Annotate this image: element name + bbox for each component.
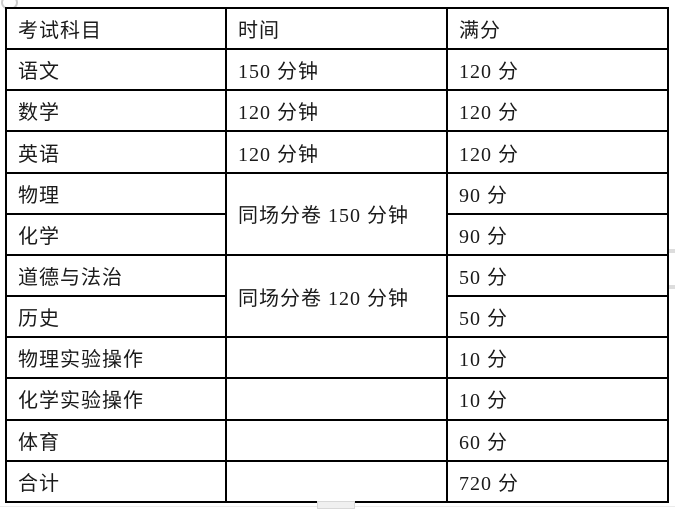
header-time: 时间: [225, 6, 448, 51]
time-cell: [225, 377, 448, 421]
score-cell: 90 分: [446, 212, 669, 256]
score-cell: 120 分: [446, 89, 669, 133]
time-cell: [225, 418, 448, 462]
subject-cell: 合计: [5, 459, 227, 504]
time-cell: [225, 459, 448, 504]
score-cell: 10 分: [446, 377, 669, 421]
subject-cell: 物理: [5, 171, 227, 215]
horizontal-scrollbar-thumb[interactable]: [317, 501, 355, 509]
merged-time-cell: 同场分卷 120 分钟: [225, 253, 448, 339]
right-edge-artifact: [669, 285, 675, 289]
table-row: 化学 90 分: [5, 212, 669, 256]
header-row: 考试科目 时间 满分: [5, 6, 669, 51]
table-row: 合计 720 分: [5, 459, 669, 504]
exam-table: 考试科目 时间 满分 语文 150 分钟 120 分 数学 120 分钟 120…: [5, 6, 669, 504]
table-row: 物理 同场分卷 150 分钟 90 分: [5, 171, 669, 256]
subject-cell: 历史: [5, 295, 227, 339]
right-edge-artifact: [669, 249, 675, 253]
score-cell: 120 分: [446, 130, 669, 174]
header-subject: 考试科目: [5, 6, 227, 51]
table-row: 数学 120 分钟 120 分: [5, 89, 669, 133]
merged-time-cell: 同场分卷 150 分钟: [225, 171, 448, 256]
time-cell: 120 分钟: [225, 89, 448, 133]
table-row: 语文 150 分钟 120 分: [5, 48, 669, 92]
subject-cell: 语文: [5, 48, 227, 92]
score-cell: 720 分: [446, 459, 669, 504]
score-cell: 90 分: [446, 171, 669, 215]
header-score: 满分: [446, 6, 669, 51]
time-cell: [225, 336, 448, 380]
subject-cell: 道德与法治: [5, 253, 227, 298]
subject-cell: 化学: [5, 212, 227, 256]
table-row: 化学实验操作 10 分: [5, 377, 669, 421]
subject-cell: 体育: [5, 418, 227, 462]
score-cell: 50 分: [446, 295, 669, 339]
score-cell: 10 分: [446, 336, 669, 380]
score-cell: 120 分: [446, 48, 669, 92]
subject-cell: 化学实验操作: [5, 377, 227, 421]
subject-cell: 数学: [5, 89, 227, 133]
score-cell: 50 分: [446, 253, 669, 298]
time-cell: 120 分钟: [225, 130, 448, 174]
score-cell: 60 分: [446, 418, 669, 462]
table-row: 体育 60 分: [5, 418, 669, 462]
table-row: 历史 50 分: [5, 295, 669, 339]
table-row: 英语 120 分钟 120 分: [5, 130, 669, 174]
time-cell: 150 分钟: [225, 48, 448, 92]
subject-cell: 英语: [5, 130, 227, 174]
table-row: 道德与法治 同场分卷 120 分钟 50 分: [5, 253, 669, 339]
table-row: 物理实验操作 10 分: [5, 336, 669, 380]
subject-cell: 物理实验操作: [5, 336, 227, 380]
